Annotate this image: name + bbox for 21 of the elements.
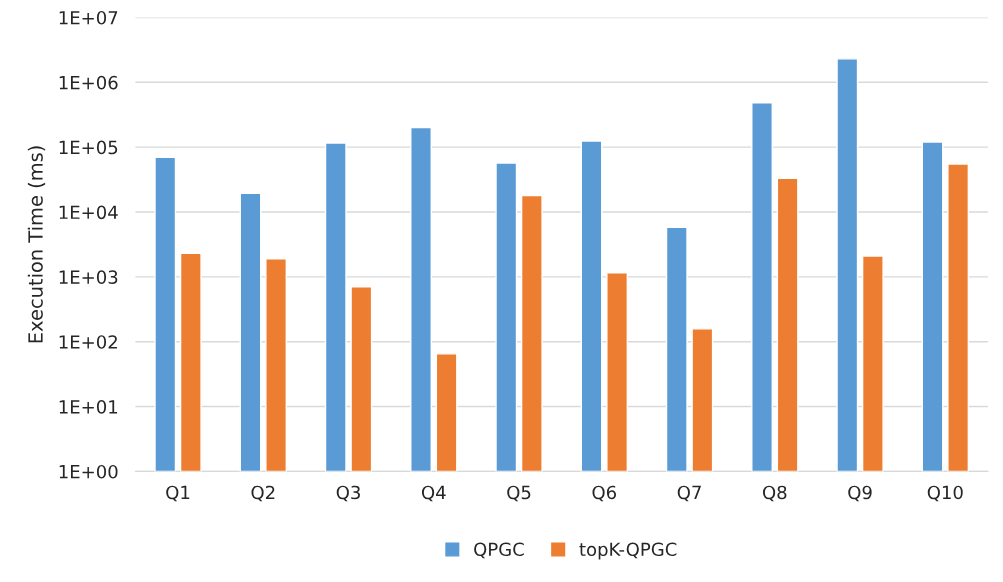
- x-tick-label: Q3: [336, 485, 360, 502]
- y-axis-title: Execution Time (ms): [27, 146, 46, 343]
- x-tick-label: Q2: [251, 485, 275, 502]
- x-tick-label: Q6: [592, 485, 617, 502]
- y-tick-label: 1E+07: [59, 10, 118, 25]
- x-tick-label: Q4: [421, 485, 446, 502]
- y-tick-label: 1E+02: [59, 335, 117, 349]
- x-tick-label: Q9: [848, 485, 872, 502]
- x-tick-label: Q7: [677, 485, 701, 502]
- y-tick-label: 1E+06: [59, 75, 118, 90]
- y-tick-label: 1E+04: [59, 205, 118, 220]
- x-tick-label: Q1: [166, 485, 190, 502]
- x-tick-label: Q8: [762, 485, 787, 502]
- y-tick-label: 1E+01: [59, 400, 118, 414]
- y-tick-label: 1E+00: [59, 464, 118, 479]
- x-tick-label: Q10: [927, 485, 963, 502]
- y-tick-label: 1E+05: [59, 140, 118, 155]
- y-tick-label: 1E+03: [59, 270, 118, 284]
- x-tick-label: Q5: [507, 485, 531, 502]
- legend-label: QPGC: [474, 542, 524, 559]
- legend-label: topK-QPGC: [579, 542, 677, 560]
